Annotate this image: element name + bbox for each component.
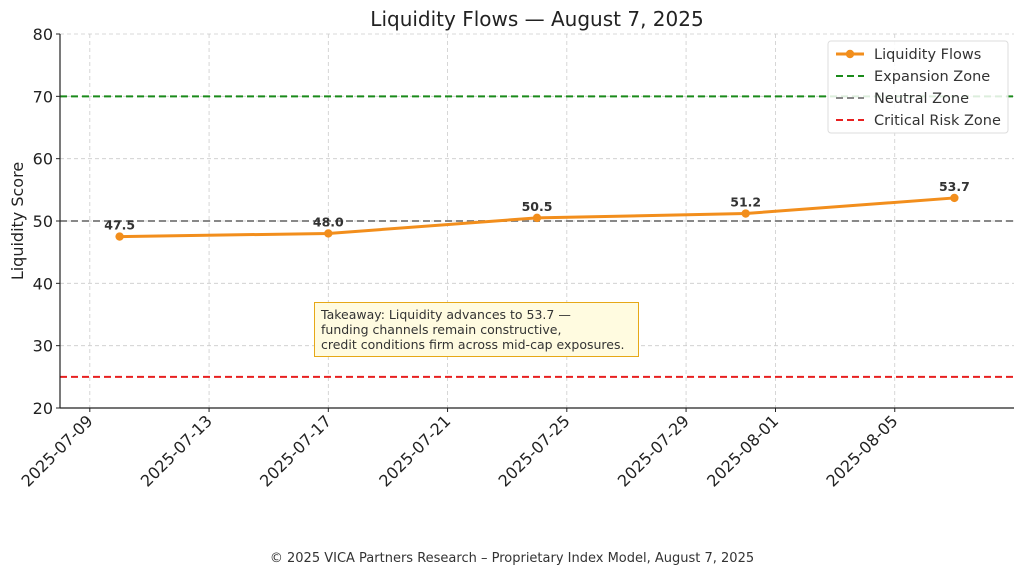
x-tick-label: 2025-07-13 bbox=[137, 411, 216, 490]
x-tick-label: 2025-07-17 bbox=[256, 411, 335, 490]
data-point bbox=[324, 229, 333, 238]
x-tick-label: 2025-08-05 bbox=[822, 411, 901, 490]
y-tick-label: 50 bbox=[33, 212, 53, 231]
x-tick-label: 2025-07-25 bbox=[494, 411, 573, 490]
legend-label: Expansion Zone bbox=[874, 69, 990, 85]
x-tick-label: 2025-07-29 bbox=[614, 411, 693, 490]
legend-label: Neutral Zone bbox=[874, 91, 969, 107]
data-point bbox=[741, 209, 750, 218]
y-tick-label: 60 bbox=[33, 150, 53, 169]
data-label: 50.5 bbox=[522, 199, 553, 214]
annotation-line: funding channels remain constructive, bbox=[321, 322, 562, 337]
annotation-line: Takeaway: Liquidity advances to 53.7 — bbox=[321, 307, 571, 322]
y-tick-label: 40 bbox=[33, 274, 53, 293]
data-point bbox=[950, 193, 959, 203]
data-label: 47.5 bbox=[104, 218, 135, 233]
legend-box bbox=[827, 40, 1009, 134]
data-point bbox=[532, 213, 542, 223]
x-tick-label: 2025-07-09 bbox=[17, 411, 96, 490]
data-label: 51.2 bbox=[730, 195, 761, 210]
series-liquidity-flows: 47.5 48.0 50.5 51.2 53.7 bbox=[104, 179, 970, 241]
data-point bbox=[115, 232, 124, 241]
y-tick-label: 20 bbox=[33, 399, 53, 418]
data-label: 53.7 bbox=[939, 179, 970, 194]
chart-title: Liquidity Flows — August 7, 2025 bbox=[370, 7, 703, 31]
legend-label: Critical Risk Zone bbox=[874, 113, 1001, 129]
y-tick-label: 80 bbox=[33, 25, 53, 44]
legend: Liquidity Flows Expansion Zone Neutral Zon… bbox=[827, 40, 1009, 134]
annotation-line: credit conditions firm across mid-cap ex… bbox=[321, 337, 625, 352]
y-tick-label: 70 bbox=[33, 87, 53, 106]
footer-copyright: © 2025 VICA Partners Research – Propriet… bbox=[269, 551, 755, 566]
y-tick-label: 30 bbox=[33, 337, 53, 356]
data-label: 48.0 bbox=[313, 214, 344, 229]
legend-label: Liquidity Flows bbox=[874, 47, 981, 63]
legend-marker bbox=[845, 49, 855, 59]
y-axis-label: Liquidity Score bbox=[8, 162, 27, 280]
x-tick-label: 2025-07-21 bbox=[375, 411, 454, 490]
takeaway-annotation: Takeaway: Liquidity advances to 53.7 — f… bbox=[314, 302, 639, 357]
x-tick-label: 2025-08-01 bbox=[703, 411, 782, 490]
